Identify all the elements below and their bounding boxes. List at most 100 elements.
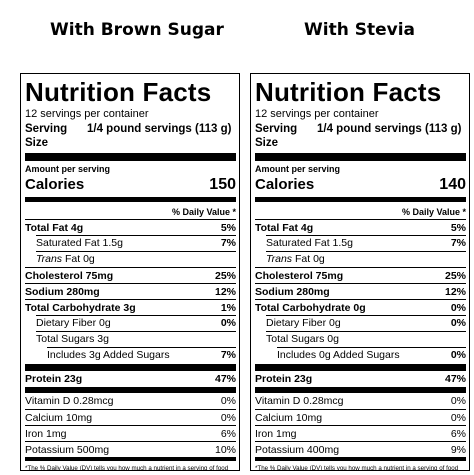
trans-italic: Trans <box>36 253 63 265</box>
serving-size-label: Serving Size <box>25 123 68 149</box>
amount-per-serving: Amount per serving <box>25 164 111 174</box>
nutrient-percent: 7% <box>220 237 236 249</box>
nutrient-name: Total Sugars 3g <box>36 333 109 345</box>
nutrient-percent: 47% <box>214 373 236 385</box>
calories-value: 150 <box>209 176 236 193</box>
nutrient-name: Total Carbohydrate 3g <box>25 302 136 314</box>
servings-per-container: 12 servings per container <box>25 108 149 120</box>
serving-size: Serving Size 1/4 pound servings (113 g) <box>255 122 466 150</box>
daily-value-footnote: *The % Daily Value (DV) tells you how mu… <box>25 465 229 471</box>
calories-value: 140 <box>439 176 466 193</box>
label-title: Nutrition Facts <box>255 77 442 107</box>
divider-thick <box>25 364 236 371</box>
trans-italic: Trans <box>266 253 293 265</box>
row-total-carbohydrate: Total Carbohydrate 3g 1% <box>25 299 236 315</box>
row-total-sugars: Total Sugars 0g <box>255 331 466 347</box>
serving-size: Serving Size 1/4 pound servings (113 g) <box>25 122 236 150</box>
nutrient-name: Vitamin D 0.28mcg <box>25 395 114 407</box>
daily-value-header: % Daily Value * <box>171 207 236 217</box>
calories-label: Calories <box>255 176 315 193</box>
nutrient-name: Trans Fat 0g <box>255 252 325 267</box>
serving-size-value: 1/4 pound servings (113 g) <box>87 123 232 135</box>
row-cholesterol: Cholesterol 75mg 25% <box>25 267 236 283</box>
heading-stevia: With Stevia <box>304 20 416 40</box>
calories-row: Calories 140 <box>255 175 466 195</box>
nutrient-name: Dietary Fiber 0g <box>36 317 111 329</box>
nutrient-percent: 0% <box>220 412 236 424</box>
nutrient-name: Iron 1mg <box>25 428 67 440</box>
nutrition-label-stevia: Nutrition Facts 12 servings per containe… <box>250 73 470 471</box>
divider-medium <box>255 197 466 202</box>
divider-thick <box>255 364 466 371</box>
divider-medium <box>25 197 236 202</box>
row-trans-fat: Trans Fat 0g <box>255 251 466 267</box>
divider-thick <box>255 153 466 161</box>
row-sodium: Sodium 280mg 12% <box>255 283 466 299</box>
nutrient-name: Potassium 500mg <box>25 444 110 456</box>
divider-thick <box>25 153 236 161</box>
nutrient-name: Sodium 280mg <box>255 286 330 298</box>
row-trans-fat: Trans Fat 0g <box>25 251 236 267</box>
nutrient-percent: 6% <box>220 428 236 440</box>
nutrient-percent: 0% <box>450 395 466 407</box>
row-protein: Protein 23g 47% <box>25 371 236 387</box>
nutrient-name: Calcium 10mg <box>25 412 93 424</box>
nutrient-percent: 5% <box>450 222 466 234</box>
serving-size-value: 1/4 pound servings (113 g) <box>317 123 462 135</box>
nutrient-percent: 0% <box>450 317 466 329</box>
row-total-sugars: Total Sugars 3g <box>25 331 236 347</box>
nutrient-name: Includes 3g Added Sugars <box>47 349 170 361</box>
nutrient-name: Protein 23g <box>255 373 313 385</box>
nutrient-percent: 7% <box>450 237 466 249</box>
nutrient-name: Potassium 400mg <box>255 444 340 456</box>
nutrient-name: Iron 1mg <box>255 428 297 440</box>
nutrient-percent: 0% <box>450 302 466 314</box>
label-title: Nutrition Facts <box>25 77 212 107</box>
row-protein: Protein 23g 47% <box>255 371 466 387</box>
trans-rest: Fat 0g <box>62 253 95 265</box>
calories-row: Calories 150 <box>25 175 236 195</box>
daily-value-footnote: *The % Daily Value (DV) tells you how mu… <box>255 465 459 471</box>
row-sodium: Sodium 280mg 12% <box>25 283 236 299</box>
nutrient-percent: 6% <box>450 428 466 440</box>
row-vitamin-d: Vitamin D 0.28mcg 0% <box>255 393 466 409</box>
daily-value-header: % Daily Value * <box>401 207 466 217</box>
nutrient-name: Includes 0g Added Sugars <box>277 349 400 361</box>
row-total-carbohydrate: Total Carbohydrate 0g 0% <box>255 299 466 315</box>
nutrient-name: Total Fat 4g <box>255 222 314 234</box>
nutrient-name: Trans Fat 0g <box>25 252 95 267</box>
serving-size-label: Serving Size <box>255 123 298 149</box>
row-potassium: Potassium 400mg 9% <box>255 441 466 457</box>
amount-per-serving: Amount per serving <box>255 164 341 174</box>
row-total-fat: Total Fat 4g 5% <box>25 219 236 235</box>
nutrient-percent: 47% <box>444 373 466 385</box>
heading-brown-sugar: With Brown Sugar <box>50 20 224 40</box>
nutrient-name: Sodium 280mg <box>25 286 100 298</box>
nutrient-name: Total Fat 4g <box>25 222 84 234</box>
nutrient-name: Cholesterol 75mg <box>25 270 114 282</box>
row-added-sugars: Includes 3g Added Sugars 7% <box>25 347 236 363</box>
calories-label: Calories <box>25 176 85 193</box>
trans-rest: Fat 0g <box>292 253 325 265</box>
row-dietary-fiber: Dietary Fiber 0g 0% <box>255 315 466 331</box>
row-potassium: Potassium 500mg 10% <box>25 441 236 457</box>
nutrient-percent: 1% <box>220 302 236 314</box>
servings-per-container: 12 servings per container <box>255 108 379 120</box>
divider-thick <box>255 387 466 393</box>
row-dietary-fiber: Dietary Fiber 0g 0% <box>25 315 236 331</box>
row-total-fat: Total Fat 4g 5% <box>255 219 466 235</box>
row-calcium: Calcium 10mg 0% <box>25 409 236 425</box>
nutrient-percent: 0% <box>220 395 236 407</box>
divider-thick <box>25 387 236 393</box>
row-vitamin-d: Vitamin D 0.28mcg 0% <box>25 393 236 409</box>
row-saturated-fat: Saturated Fat 1.5g 7% <box>25 235 236 251</box>
row-iron: Iron 1mg 6% <box>25 425 236 441</box>
row-added-sugars: Includes 0g Added Sugars 0% <box>255 347 466 363</box>
nutrition-label-brown-sugar: Nutrition Facts 12 servings per containe… <box>20 73 240 471</box>
nutrient-name: Vitamin D 0.28mcg <box>255 395 344 407</box>
divider-medium <box>25 457 236 461</box>
nutrient-percent: 0% <box>450 349 466 361</box>
row-cholesterol: Cholesterol 75mg 25% <box>255 267 466 283</box>
nutrient-percent: 12% <box>444 286 466 298</box>
nutrient-name: Calcium 10mg <box>255 412 323 424</box>
